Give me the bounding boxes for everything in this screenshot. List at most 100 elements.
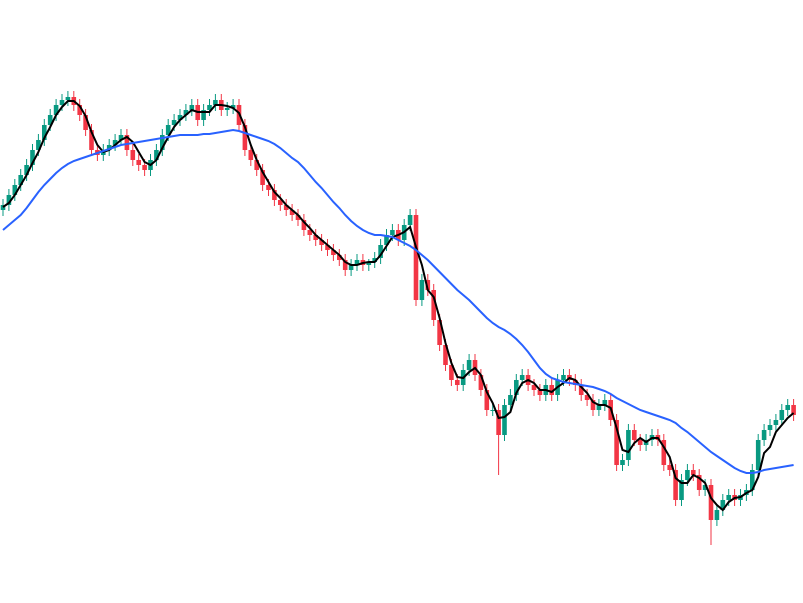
candle-body: [779, 410, 785, 420]
candle-body: [189, 105, 195, 110]
candle-body: [413, 215, 419, 300]
candle-body: [466, 360, 472, 370]
candle-body: [372, 258, 377, 262]
candle-body: [484, 390, 490, 410]
candle-body: [136, 160, 141, 165]
candle-body: [378, 245, 383, 258]
candle-body: [750, 470, 755, 490]
candle-body: [201, 110, 206, 120]
candle-body: [696, 475, 702, 490]
candle-body: [490, 410, 495, 411]
candle-body: [47, 115, 53, 125]
candle-body: [714, 510, 720, 520]
candle-body: [65, 97, 71, 100]
candle-body: [449, 365, 454, 380]
candle-body: [755, 440, 761, 470]
candle-body: [691, 470, 696, 475]
candle-body: [726, 495, 731, 500]
candle-body: [596, 405, 602, 410]
candle-body: [53, 105, 59, 115]
candle-body: [502, 405, 507, 435]
candle-body: [573, 380, 578, 385]
candle-body: [549, 385, 554, 395]
candle-body: [230, 105, 236, 108]
candle-body: [254, 160, 259, 170]
candle-body: [177, 115, 183, 120]
candle-body: [519, 375, 525, 380]
candle-body: [124, 135, 130, 150]
candle-body: [165, 125, 171, 135]
candle-body: [154, 150, 159, 160]
candle-body: [773, 420, 779, 425]
candle-body: [278, 200, 283, 205]
candle-body: [12, 185, 18, 195]
candle-body: [455, 380, 460, 385]
candle-body: [443, 345, 448, 365]
candle-body: [266, 185, 271, 190]
candle-body: [407, 215, 413, 225]
candle-body: [496, 410, 501, 435]
candle-body: [272, 190, 277, 200]
candle-body: [36, 140, 41, 150]
candle-body: [213, 100, 218, 105]
candle-body: [89, 130, 94, 150]
candle-body: [248, 150, 254, 160]
candle-body: [30, 150, 35, 165]
candle-body: [720, 500, 726, 510]
candle-body: [42, 125, 47, 140]
candle-body: [83, 115, 88, 130]
candle-body: [283, 205, 289, 210]
candle-body: [761, 430, 767, 440]
candle-body: [325, 245, 330, 250]
candle-body: [791, 405, 796, 415]
candle-body: [224, 108, 230, 110]
candle-body: [171, 120, 177, 125]
candle-body: [142, 165, 147, 170]
candle-body: [531, 385, 537, 390]
candle-body: [626, 430, 631, 460]
candle-body: [578, 385, 584, 395]
candle-body: [295, 215, 301, 220]
candle-body: [24, 165, 29, 175]
candle-body: [679, 480, 684, 500]
moving-average-line: [2, 128, 794, 474]
candle-body: [112, 140, 118, 145]
candle-body: [537, 390, 543, 395]
candle-body: [260, 170, 265, 185]
candle-body: [685, 470, 690, 480]
candle-body: [207, 105, 212, 110]
candle-body: [590, 400, 596, 410]
candle-body: [307, 230, 313, 235]
candle-body: [632, 430, 637, 440]
candle-body: [59, 100, 65, 105]
candle-body: [106, 145, 112, 150]
candle-body: [602, 400, 608, 405]
candle-body: [620, 460, 625, 465]
candle-body: [354, 260, 360, 265]
candle-body: [708, 485, 714, 520]
candle-body: [319, 240, 324, 245]
candle-body: [242, 125, 248, 150]
candle-body: [637, 440, 643, 445]
candle-body: [289, 210, 295, 215]
candle-body: [348, 265, 354, 270]
candle-body: [183, 110, 189, 115]
candle-body: [342, 260, 348, 270]
candle-body: [301, 220, 307, 230]
candle-body: [366, 262, 372, 265]
moving-average-line: [2, 100, 795, 512]
candle-body: [508, 395, 513, 405]
candle-body: [331, 250, 336, 255]
candle-body: [0, 205, 6, 210]
candle-body: [667, 465, 672, 470]
candle-body: [478, 375, 484, 390]
candle-body: [661, 440, 667, 465]
candle-body: [419, 280, 425, 300]
candle-body: [118, 135, 124, 140]
candle-body: [702, 485, 708, 490]
candle-body: [18, 175, 23, 185]
candle-body: [437, 320, 442, 345]
candle-body: [514, 380, 519, 395]
candle-body: [6, 195, 12, 205]
